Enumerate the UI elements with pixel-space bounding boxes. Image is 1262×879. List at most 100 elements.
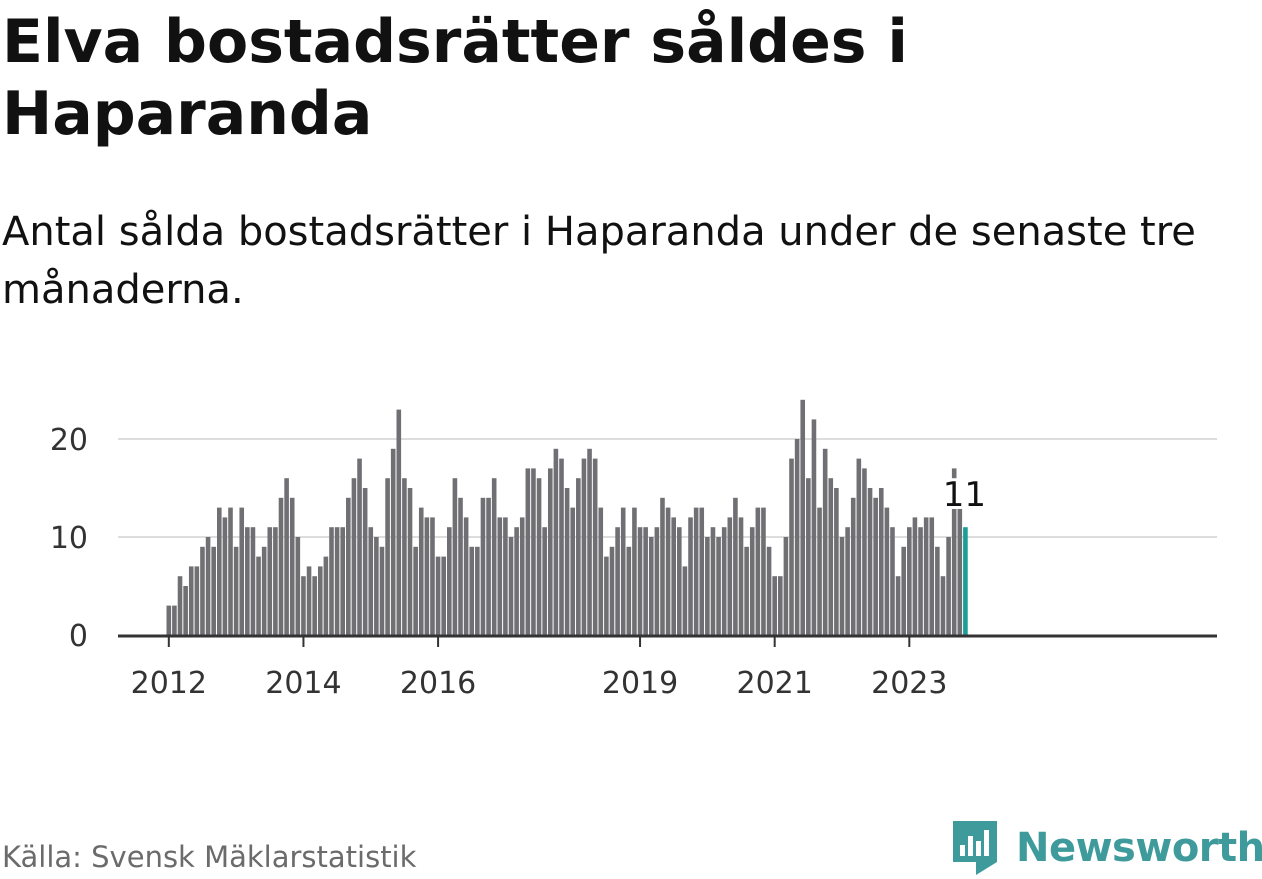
bar xyxy=(317,566,323,635)
newsworthy-chart-logo-icon xyxy=(953,821,997,875)
bar xyxy=(570,507,576,635)
bar xyxy=(648,537,654,635)
bar xyxy=(368,527,374,635)
bar xyxy=(329,527,334,635)
x-tick-label: 2021 xyxy=(737,666,813,701)
bar xyxy=(895,576,901,635)
bar xyxy=(273,527,278,635)
brand-logo: Newsworthy xyxy=(950,818,1262,878)
bar xyxy=(604,556,609,635)
bar xyxy=(547,468,553,635)
bar xyxy=(351,478,357,635)
bar xyxy=(441,556,446,635)
bar xyxy=(542,527,547,635)
bar xyxy=(312,576,317,635)
bar xyxy=(267,527,273,635)
bar xyxy=(239,507,245,635)
bar xyxy=(447,527,452,635)
bar xyxy=(637,527,643,635)
x-tick-label: 2012 xyxy=(131,666,207,701)
y-tick-label: 20 xyxy=(50,423,88,458)
bar xyxy=(340,527,346,635)
bar xyxy=(491,478,497,635)
y-tick-label: 0 xyxy=(69,619,88,654)
bar xyxy=(761,507,766,635)
bar xyxy=(357,458,362,635)
bar xyxy=(665,507,671,635)
bar xyxy=(435,556,441,635)
bar xyxy=(581,458,587,635)
bar xyxy=(918,527,923,635)
bar xyxy=(766,546,772,635)
bar xyxy=(671,517,676,635)
chart-title: Elva bostadsrätter såldes i Haparanda xyxy=(2,7,908,149)
bar xyxy=(536,478,542,635)
bar xyxy=(946,537,951,635)
bar xyxy=(699,507,705,635)
bar xyxy=(211,546,216,635)
bar xyxy=(514,527,519,635)
bar xyxy=(480,497,486,635)
bar xyxy=(957,507,963,635)
bar xyxy=(862,468,867,635)
x-tick-label: 2023 xyxy=(871,666,947,701)
bar xyxy=(806,478,811,635)
bar xyxy=(183,586,188,635)
bar xyxy=(452,478,458,635)
bar xyxy=(256,556,261,635)
bar xyxy=(845,527,850,635)
bar xyxy=(334,527,340,635)
bar xyxy=(497,517,503,635)
bar xyxy=(682,566,688,635)
bar xyxy=(172,605,177,635)
bar xyxy=(822,448,828,635)
brand-name: Newsworthy xyxy=(1016,825,1262,871)
bar xyxy=(525,468,531,635)
bar xyxy=(901,546,907,635)
x-tick-label: 2019 xyxy=(602,666,678,701)
bar xyxy=(553,448,559,635)
bar xyxy=(890,527,895,635)
bar xyxy=(878,488,884,635)
bar xyxy=(250,527,256,635)
bar xyxy=(811,419,817,635)
bar xyxy=(733,497,738,635)
bar xyxy=(834,488,839,635)
bar xyxy=(402,478,407,635)
bar xyxy=(295,537,301,635)
y-tick-label: 10 xyxy=(50,521,88,556)
bar xyxy=(923,517,929,635)
bar xyxy=(620,507,626,635)
bar xyxy=(284,478,289,635)
bar xyxy=(261,546,267,635)
bar xyxy=(789,458,794,635)
bar xyxy=(716,537,721,635)
bar xyxy=(660,497,665,635)
bar xyxy=(564,488,570,635)
bar xyxy=(188,566,194,635)
bar xyxy=(379,546,385,635)
bar xyxy=(744,546,749,635)
bar xyxy=(531,468,536,635)
bar xyxy=(390,448,396,635)
bar xyxy=(940,576,946,635)
bar xyxy=(632,507,637,635)
bar xyxy=(783,537,789,635)
bar xyxy=(609,546,615,635)
bar xyxy=(721,527,727,635)
bar xyxy=(626,546,632,635)
bar xyxy=(216,507,222,635)
bar xyxy=(749,527,755,635)
bar xyxy=(654,527,660,635)
bar xyxy=(817,507,822,635)
bar xyxy=(688,517,693,635)
bar xyxy=(559,458,564,635)
bar xyxy=(693,507,699,635)
bar xyxy=(794,439,800,635)
bar xyxy=(839,537,845,635)
bar xyxy=(233,546,239,635)
bar xyxy=(929,517,935,635)
bar xyxy=(592,458,598,635)
bar xyxy=(884,507,890,635)
bar xyxy=(306,566,312,635)
